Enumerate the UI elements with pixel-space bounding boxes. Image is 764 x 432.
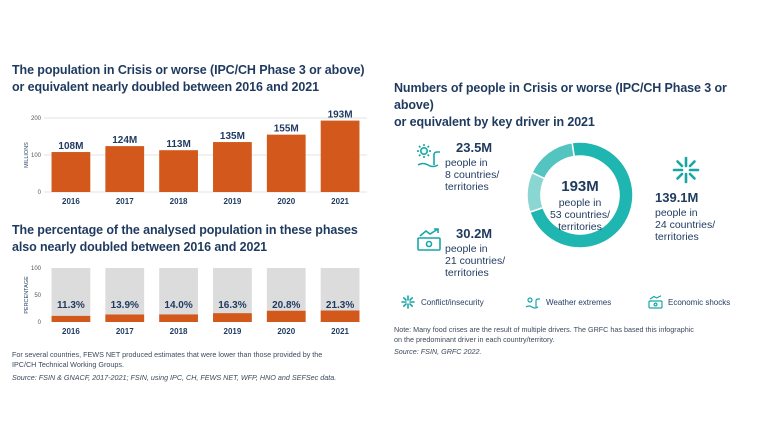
x-tick-label: 2018: [170, 327, 188, 336]
y-tick-label: 100: [31, 266, 42, 272]
weather-value: 23.5M: [456, 140, 493, 155]
conflict-desc-line: 24 countries/: [655, 219, 716, 231]
data-label: 108M: [58, 141, 83, 152]
x-tick-label: 2019: [224, 197, 242, 206]
economic-desc-line: territories: [445, 267, 489, 279]
y-axis-label: MILLIONS: [24, 142, 30, 168]
y-axis-label: PERCENTAGE: [24, 276, 30, 314]
weather-desc-line: 8 countries/: [445, 169, 500, 181]
weather-desc-line: people in: [445, 157, 488, 169]
conflict-desc-line: people in: [655, 207, 698, 219]
legend-conflict-icon: [401, 295, 415, 309]
conflict-desc: people in 24 countries/ territories: [655, 207, 755, 243]
weather-desc-line: territories: [445, 181, 489, 193]
driver-title-line2: or equivalent by key driver in 2021: [394, 115, 595, 129]
population-bar-chart: MILLIONS 0 100 200 108M 2016 124M 2017 113M 2018 1…: [24, 110, 367, 206]
bar: [105, 314, 145, 322]
right-note: Note: Many food crises are the result of…: [394, 325, 759, 344]
economic-shocks-icon: [417, 228, 441, 251]
y-tick-label: 0: [38, 320, 42, 326]
economic-desc-line: 21 countries/: [445, 255, 506, 267]
legend-economic-label: Economic shocks: [668, 298, 731, 307]
chart2-title: The percentage of the analysed populatio…: [12, 222, 382, 256]
weather-icon: [417, 144, 440, 168]
economic-desc: people in 21 countries/ territories: [445, 243, 535, 279]
data-label: 135M: [220, 131, 245, 142]
bar: [105, 146, 145, 192]
conflict-icon: [672, 156, 700, 184]
chart2-title-line1: The percentage of the analysed populatio…: [12, 223, 358, 237]
bar: [266, 310, 306, 322]
center-desc-line: territories: [558, 221, 602, 233]
bar-background: [213, 268, 252, 322]
x-tick-label: 2020: [277, 197, 295, 206]
bar: [159, 150, 198, 192]
legend-conflict-label: Conflict/insecurity: [421, 298, 484, 307]
data-label: 21.3%: [326, 300, 354, 311]
bar: [320, 120, 360, 192]
y-tick-label: 200: [31, 116, 42, 122]
y-tick-label: 0: [38, 190, 42, 196]
x-tick-label: 2021: [331, 327, 349, 336]
data-label: 155M: [274, 124, 299, 135]
legend-economic-icon: [648, 295, 663, 309]
donut-center-value: 193M: [561, 178, 599, 195]
center-desc-line: people in: [558, 197, 602, 209]
conflict-value: 139.1M: [655, 190, 699, 205]
center-desc-line: 53 countries/: [549, 209, 611, 221]
y-tick-label: 50: [34, 293, 41, 299]
donut-slice-economic: [530, 141, 576, 180]
data-label: 20.8%: [272, 300, 300, 311]
x-tick-label: 2020: [277, 327, 295, 336]
data-label: 193M: [328, 110, 353, 121]
y-tick-label: 100: [31, 153, 42, 159]
bar: [213, 142, 252, 192]
economic-desc-line: people in: [445, 243, 488, 255]
left-source: Source: FSIN & GNACF, 2017-2021; FSIN, u…: [12, 373, 337, 382]
left-note-line2: IPC/CH Technical Working Groups.: [12, 359, 124, 369]
bar-background: [159, 268, 198, 322]
data-label: 113M: [166, 139, 190, 150]
x-tick-label: 2016: [62, 197, 80, 206]
x-tick-label: 2017: [116, 197, 134, 206]
data-label: 16.3%: [218, 300, 246, 311]
bar: [320, 310, 360, 322]
bar: [266, 134, 306, 192]
chart1-title-line1: The population in Crisis or worse (IPC/C…: [12, 63, 365, 77]
chart1-title: The population in Crisis or worse (IPC/C…: [12, 62, 382, 96]
data-label: 14.0%: [164, 300, 192, 311]
x-tick-label: 2021: [331, 197, 349, 206]
left-note: For several countries, FEWS NET produced…: [12, 350, 382, 369]
left-note-line1: For several countries, FEWS NET produced…: [12, 350, 323, 359]
bar-background: [51, 268, 91, 322]
donut-center-desc: people in 53 countries/ territories: [530, 197, 630, 233]
bar: [159, 314, 198, 322]
x-tick-label: 2016: [62, 327, 80, 336]
donut-slice-conflict: [528, 141, 634, 249]
legend-weather-label: Weather extremes: [546, 298, 612, 307]
bar: [51, 152, 91, 192]
x-tick-label: 2018: [170, 197, 188, 206]
right-note-line2: on the predominant driver in each countr…: [394, 334, 555, 344]
chart1-title-line2: or equivalent nearly doubled between 201…: [12, 80, 319, 94]
bar: [51, 315, 91, 322]
weather-desc: people in 8 countries/ territories: [445, 157, 535, 193]
bar-background: [105, 268, 145, 322]
conflict-desc-line: territories: [655, 231, 699, 243]
data-label: 13.9%: [111, 300, 139, 311]
x-tick-label: 2019: [224, 327, 242, 336]
data-label: 11.3%: [57, 300, 85, 311]
right-note-line1: Note: Many food crises are the result of…: [394, 325, 694, 334]
x-tick-label: 2017: [116, 327, 134, 336]
economic-value: 30.2M: [456, 226, 493, 241]
driver-donut-chart: [526, 141, 634, 249]
driver-title-line1: Numbers of people in Crisis or worse (IP…: [394, 81, 727, 112]
right-source: Source: FSIN, GRFC 2022.: [394, 347, 482, 356]
bar: [213, 313, 252, 322]
percentage-bar-chart: PERCENTAGE 0 50 100 11.3% 2016 13.9% 2017 14.0% 2…: [24, 266, 360, 336]
driver-chart-title: Numbers of people in Crisis or worse (IP…: [394, 80, 754, 131]
data-label: 124M: [112, 135, 137, 146]
legend-weather-icon: [525, 297, 540, 309]
chart2-title-line2: also nearly doubled between 2016 and 202…: [12, 240, 268, 254]
